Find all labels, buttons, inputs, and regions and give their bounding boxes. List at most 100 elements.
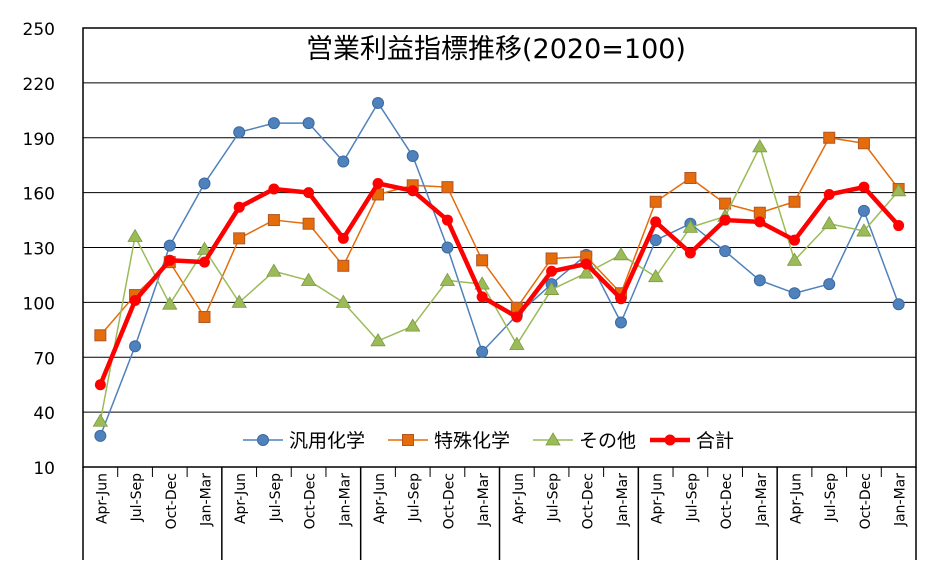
data-point [337, 232, 349, 244]
data-point [684, 247, 696, 259]
x-tick-label: Apr-Jun [233, 473, 249, 524]
data-point [580, 258, 592, 270]
data-point [788, 287, 801, 300]
y-tick-label: 190 [23, 130, 55, 150]
data-point [890, 183, 907, 197]
x-tick-label: Jan-Mar [754, 473, 770, 527]
data-point [268, 183, 280, 195]
y-tick-label: 10 [33, 459, 55, 479]
data-point [615, 293, 627, 305]
x-tick-label: Apr-Jun [94, 473, 110, 524]
data-point [719, 245, 732, 258]
x-tick-label: Jul-Sep [823, 473, 839, 522]
x-tick-label: Apr-Jun [789, 473, 805, 524]
data-point [441, 241, 454, 254]
data-point [302, 117, 315, 130]
data-point [407, 185, 419, 197]
data-point [821, 215, 837, 230]
data-point [546, 265, 558, 277]
data-point [267, 117, 280, 130]
data-point [752, 139, 768, 153]
y-tick-label: 40 [33, 404, 55, 424]
x-tick-label: Jan-Mar [198, 473, 214, 527]
x-tick-label: Apr-Jun [372, 473, 388, 524]
x-tick-label: Oct-Dec [719, 473, 735, 529]
data-point [893, 220, 905, 232]
legend-label: 合計 [696, 430, 734, 452]
data-point [857, 137, 870, 150]
data-point [441, 181, 454, 194]
y-tick-label: 250 [23, 20, 55, 40]
data-point [545, 252, 558, 265]
data-point [441, 214, 453, 226]
x-tick-label: Apr-Jun [650, 473, 666, 524]
data-point [650, 216, 662, 228]
data-point [578, 265, 594, 279]
data-point [406, 150, 419, 163]
x-tick-label: Jan-Mar [337, 473, 353, 527]
data-point [858, 181, 870, 193]
data-point [370, 332, 386, 347]
x-tick-label: Jul-Sep [268, 473, 284, 522]
series-group [92, 96, 907, 442]
data-point [613, 247, 629, 261]
data-point [788, 195, 801, 208]
x-tick-label: Jul-Sep [407, 473, 423, 522]
data-point [856, 223, 872, 237]
series-line-3 [99, 146, 900, 422]
x-tick-label: Oct-Dec [441, 473, 457, 529]
x-tick-label: Oct-Dec [164, 473, 180, 529]
data-point [892, 298, 905, 311]
x-tick-label: Apr-Jun [511, 473, 527, 524]
data-point [405, 318, 421, 332]
data-point [543, 281, 560, 295]
data-point [719, 214, 731, 226]
legend-marker [664, 434, 676, 446]
data-point [372, 96, 385, 109]
chart-title: 営業利益指標推移(2020=100) [306, 34, 686, 65]
data-point [476, 291, 488, 303]
x-tick-label: Oct-Dec [580, 473, 596, 529]
data-point [684, 171, 697, 184]
data-point [198, 311, 211, 324]
data-point [335, 294, 352, 308]
x-tick-label: Oct-Dec [303, 473, 319, 529]
data-point [649, 195, 662, 208]
data-point [94, 329, 107, 342]
legend: 汎用化学 特殊化学 その他 合計 [243, 430, 734, 452]
data-point [94, 379, 106, 391]
legend-marker [545, 432, 561, 446]
data-point [649, 234, 662, 247]
data-point [753, 274, 766, 287]
data-point [337, 259, 350, 272]
data-point [789, 234, 801, 246]
data-point [92, 413, 109, 427]
data-point [823, 131, 836, 144]
y-tick-label: 70 [33, 349, 55, 369]
data-point [196, 241, 213, 255]
data-point [266, 263, 282, 277]
data-point [129, 340, 142, 353]
legend-label: 特殊化学 [434, 430, 510, 452]
data-point [857, 204, 870, 217]
data-point [127, 228, 143, 242]
legend-marker [402, 434, 414, 446]
x-tick-label: Jan-Mar [893, 473, 909, 527]
data-point [786, 252, 803, 266]
series-line-1 [99, 102, 900, 437]
data-point [129, 295, 141, 307]
data-point [267, 214, 280, 227]
data-point [231, 294, 247, 308]
axes: 10 40 70 100 130 160 190 220 250 Apr-Jun Jul-Sep Oc… [23, 20, 917, 560]
x-tick-label: Oct-Dec [858, 473, 874, 529]
data-point [94, 429, 107, 442]
data-point [163, 239, 176, 252]
data-point [647, 268, 664, 283]
legend-label: 汎用化学 [289, 430, 365, 452]
data-point [302, 217, 315, 230]
data-point [198, 177, 211, 190]
y-tick-label: 220 [23, 75, 55, 95]
data-point [233, 201, 245, 213]
legend-label: その他 [579, 430, 636, 452]
